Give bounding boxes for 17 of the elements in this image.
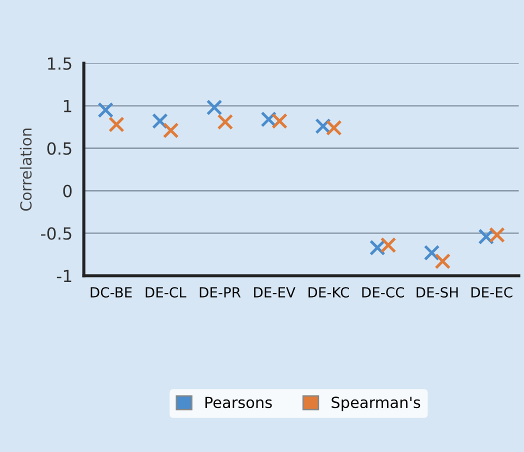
x-tick-label: DE-CL	[146, 287, 186, 298]
y-tick-label: -1	[56, 270, 72, 282]
x-tick-label: DC-BE	[90, 287, 132, 298]
y-tick-label: 1.5	[48, 57, 72, 70]
x-tick-label: DE-KC	[308, 287, 349, 298]
y-axis-title: Correlation	[20, 128, 32, 211]
x-tick-label: DE-SH	[416, 287, 458, 298]
y-tick-label: 0.5	[47, 142, 72, 155]
x-tick-label: DE-EC	[471, 287, 512, 298]
x-tick-label: DE-EV	[254, 287, 296, 298]
y-tick-label: 1	[64, 100, 72, 112]
y-tick-label: 0	[63, 184, 72, 198]
legend-label: Pearsons	[205, 396, 272, 408]
x-tick-label: DE-CC	[362, 287, 404, 298]
y-tick-label: -0.5	[41, 227, 72, 240]
x-tick-label: DE-PR	[200, 287, 241, 298]
legend-label: Spearman's	[332, 396, 420, 412]
